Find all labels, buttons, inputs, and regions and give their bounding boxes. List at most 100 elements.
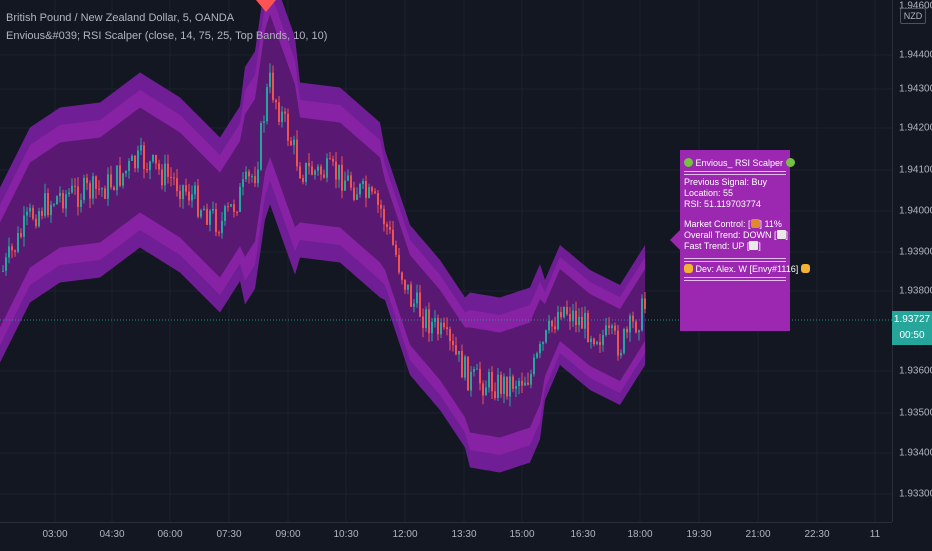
candle-body bbox=[614, 325, 616, 331]
panel-title-row: Envious_ RSI Scalper bbox=[684, 158, 795, 169]
candle-body bbox=[356, 194, 358, 200]
candle-body bbox=[236, 211, 238, 213]
candle-body bbox=[347, 175, 349, 181]
candle-body bbox=[86, 177, 88, 184]
candle-body bbox=[185, 185, 187, 192]
candle-body bbox=[77, 186, 79, 207]
candle-body bbox=[635, 321, 637, 333]
candle-body bbox=[494, 391, 496, 399]
candle-body bbox=[209, 210, 211, 225]
candle-body bbox=[110, 174, 112, 188]
candle-body bbox=[479, 368, 481, 384]
candle-body bbox=[116, 165, 118, 191]
candle-body bbox=[41, 211, 43, 216]
candle-body bbox=[500, 374, 502, 394]
candle-body bbox=[449, 329, 451, 341]
candle-body bbox=[566, 306, 568, 315]
candle-body bbox=[551, 320, 553, 327]
candle-body bbox=[215, 208, 217, 233]
candle-body bbox=[146, 169, 148, 171]
candle-body bbox=[314, 170, 316, 175]
candle-body bbox=[47, 193, 49, 216]
candle-body bbox=[170, 176, 172, 178]
candle-body bbox=[632, 315, 634, 322]
price-label: 1.93900 bbox=[899, 246, 932, 258]
candle-body bbox=[590, 338, 592, 343]
candle-body bbox=[482, 383, 484, 396]
candle-body bbox=[113, 187, 115, 191]
panel-divider bbox=[684, 171, 786, 175]
candle-body bbox=[338, 164, 340, 180]
candle-body bbox=[395, 244, 397, 255]
symbol-title[interactable]: British Pound / New Zealand Dollar, 5, O… bbox=[6, 12, 235, 24]
candle-body bbox=[161, 169, 163, 186]
candle-body bbox=[329, 158, 331, 160]
candle-body bbox=[134, 155, 136, 169]
previous-signal: Previous Signal: Buy bbox=[684, 177, 768, 187]
candle-body bbox=[323, 174, 325, 178]
candle-body bbox=[560, 312, 562, 318]
fast-trend-end: ] bbox=[758, 241, 761, 251]
candle-body bbox=[32, 207, 34, 219]
band-area bbox=[0, 14, 645, 438]
candle-body bbox=[335, 161, 337, 180]
candle-body bbox=[149, 161, 151, 171]
candle-body bbox=[509, 376, 511, 397]
panel-divider bbox=[684, 258, 786, 262]
time-axis[interactable]: 03:00 04:30 06:00 07:30 09:00 10:30 12:0… bbox=[0, 522, 892, 551]
candle-body bbox=[593, 338, 595, 345]
candle-body bbox=[530, 374, 532, 385]
candle-body bbox=[626, 328, 628, 333]
bear-icon bbox=[750, 219, 760, 228]
candle-body bbox=[20, 233, 22, 237]
candle-body bbox=[554, 326, 556, 330]
market-control-value: ] 11% bbox=[759, 219, 782, 229]
candle-body bbox=[443, 322, 445, 328]
candle-body bbox=[641, 298, 643, 331]
candle-body bbox=[320, 166, 322, 175]
candle-body bbox=[353, 187, 355, 200]
indicator-title[interactable]: Envious&#039; RSI Scalper (close, 14, 75… bbox=[6, 30, 328, 42]
candle-body bbox=[284, 111, 286, 114]
candle-body bbox=[71, 185, 73, 193]
candle-body bbox=[383, 208, 385, 225]
candle-body bbox=[275, 99, 277, 103]
currency-button[interactable]: NZD bbox=[900, 8, 926, 24]
candle-body bbox=[533, 357, 535, 375]
overall-trend-row: Overall Trend: DOWN [] bbox=[684, 230, 788, 241]
candle-body bbox=[389, 226, 391, 230]
candle-body bbox=[419, 292, 421, 317]
candle-body bbox=[95, 176, 97, 189]
time-label: 11 bbox=[869, 529, 881, 540]
time-label: 16:30 bbox=[570, 529, 596, 540]
candle-body bbox=[173, 177, 175, 179]
candle-body bbox=[140, 145, 142, 151]
candle-body bbox=[269, 72, 271, 88]
price-axis[interactable]: 1.94600 1.94400 1.94300 1.94200 1.94100 … bbox=[892, 0, 932, 522]
candle-body bbox=[239, 186, 241, 212]
candle-body bbox=[584, 312, 586, 329]
candle-body bbox=[410, 284, 412, 307]
candle-body bbox=[263, 121, 265, 123]
candle-body bbox=[14, 250, 16, 252]
candle-body bbox=[596, 341, 598, 345]
money-face-icon bbox=[684, 158, 693, 167]
candle-body bbox=[101, 188, 103, 190]
candle-body bbox=[125, 170, 127, 174]
candle-body bbox=[158, 163, 160, 170]
candle-body bbox=[548, 320, 550, 331]
candle-body bbox=[407, 284, 409, 290]
price-label: 1.94000 bbox=[899, 205, 932, 217]
candle-body bbox=[38, 211, 40, 227]
candle-body bbox=[401, 272, 403, 280]
candle-body bbox=[326, 158, 328, 178]
time-label: 21:00 bbox=[745, 529, 771, 540]
candle-body bbox=[107, 174, 109, 199]
candle-body bbox=[506, 376, 508, 397]
price-chart[interactable] bbox=[0, 0, 892, 522]
candle-body bbox=[512, 376, 514, 389]
candle-body bbox=[137, 150, 139, 169]
candle-body bbox=[455, 345, 457, 355]
candle-body bbox=[230, 204, 232, 207]
candle-body bbox=[224, 206, 226, 221]
